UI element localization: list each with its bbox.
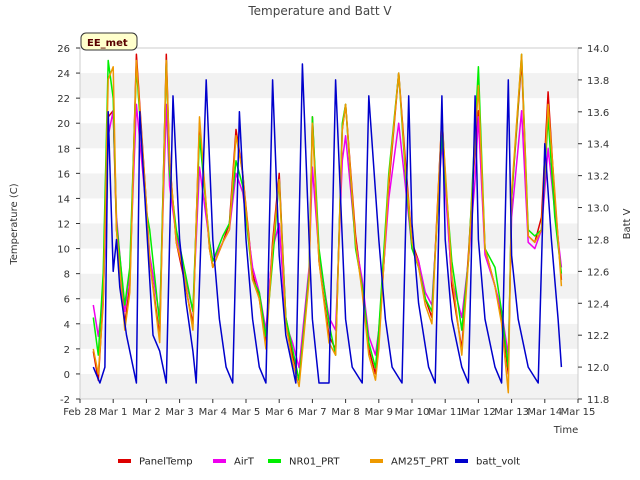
x-tick-label: Mar 5 bbox=[232, 407, 260, 418]
x-tick-label: Mar 10 bbox=[395, 407, 430, 418]
x-tick-label: Mar 13 bbox=[494, 407, 529, 418]
x-tick-label: Mar 7 bbox=[298, 407, 326, 418]
legend: PanelTemp AirT NR01_PRT AM25T_PRT batt_volt bbox=[118, 457, 520, 468]
grid-band bbox=[80, 223, 578, 249]
x-tick-label: Mar 6 bbox=[265, 407, 293, 418]
y-axis-title: Temperature (C) bbox=[9, 183, 20, 265]
x-axis-ticks: Feb 28 Mar 1 Mar 2 Mar 3 Mar 4 Mar 5 Mar 6 Mar … bbox=[63, 399, 595, 418]
y2-axis-title: Batt V bbox=[622, 208, 633, 239]
y2-tick-label: 13.2 bbox=[587, 172, 609, 183]
x-tick-label: Mar 3 bbox=[165, 407, 193, 418]
y-tick-label: 20 bbox=[57, 119, 70, 130]
chart-title: Temperature and Batt V bbox=[247, 4, 392, 18]
y2-tick-label: 13.6 bbox=[587, 108, 609, 119]
legend-label: AM25T_PRT bbox=[391, 457, 450, 468]
x-tick-label: Mar 15 bbox=[561, 407, 596, 418]
y-tick-label: -2 bbox=[60, 395, 70, 406]
legend-label: AirT bbox=[234, 457, 255, 468]
x-tick-label: Mar 14 bbox=[527, 407, 562, 418]
right-axis-ticks: 11.8 12.0 12.2 12.4 12.6 12.8 13.0 13.2 13.4 13.6… bbox=[578, 44, 609, 406]
y-tick-label: 18 bbox=[57, 144, 70, 155]
y-tick-label: 12 bbox=[57, 220, 70, 231]
y-tick-label: 6 bbox=[64, 295, 70, 306]
y-tick-label: 0 bbox=[64, 370, 70, 381]
legend-swatch bbox=[118, 459, 131, 463]
legend-label: NR01_PRT bbox=[289, 457, 340, 468]
grid-band bbox=[80, 123, 578, 149]
legend-swatch bbox=[370, 459, 383, 463]
y-tick-label: 14 bbox=[57, 194, 70, 205]
series-line-am25t-prt bbox=[92, 53, 563, 394]
legend-label: batt_volt bbox=[476, 457, 520, 468]
x-tick-label: Mar 9 bbox=[365, 407, 393, 418]
legend-swatch bbox=[268, 459, 281, 463]
y2-tick-label: 12.8 bbox=[587, 235, 609, 246]
station-badge-box bbox=[80, 32, 138, 51]
y-tick-label: 4 bbox=[64, 320, 70, 331]
station-badge: EE_met bbox=[80, 32, 138, 51]
x-tick-label: Mar 1 bbox=[99, 407, 127, 418]
y-tick-label: 26 bbox=[57, 44, 70, 55]
y-tick-label: 10 bbox=[57, 245, 70, 256]
y2-tick-label: 11.8 bbox=[587, 395, 609, 406]
grid-band bbox=[80, 173, 578, 199]
y-tick-label: 2 bbox=[64, 345, 70, 356]
x-tick-label: Mar 2 bbox=[132, 407, 160, 418]
y-tick-label: 22 bbox=[57, 94, 70, 105]
y2-tick-label: 12.6 bbox=[587, 267, 609, 278]
station-badge-label: EE_met bbox=[87, 38, 128, 49]
grid-band bbox=[80, 148, 578, 174]
x-tick-label: Mar 11 bbox=[428, 407, 463, 418]
y2-tick-label: 12.2 bbox=[587, 331, 609, 342]
grid-band bbox=[80, 198, 578, 224]
x-tick-label: Mar 8 bbox=[331, 407, 359, 418]
y2-tick-label: 13.4 bbox=[587, 140, 609, 151]
x-tick-label: Mar 4 bbox=[199, 407, 227, 418]
y2-tick-label: 14.0 bbox=[587, 44, 609, 55]
legend-label: PanelTemp bbox=[139, 457, 193, 468]
y-tick-label: 16 bbox=[57, 169, 70, 180]
x-tick-label: Mar 12 bbox=[461, 407, 496, 418]
series-line-batt-volt bbox=[92, 63, 563, 384]
y2-tick-label: 13.8 bbox=[587, 76, 609, 87]
y-tick-label: 24 bbox=[57, 69, 70, 80]
x-axis-title: Time bbox=[553, 425, 578, 436]
grid-band bbox=[80, 73, 578, 99]
legend-swatch bbox=[455, 459, 468, 463]
grid-band bbox=[80, 48, 578, 74]
x-tick-label: Feb 28 bbox=[63, 407, 97, 418]
grid-band bbox=[80, 98, 578, 124]
y2-tick-label: 12.0 bbox=[587, 363, 609, 374]
series-lines bbox=[92, 53, 563, 394]
legend-swatch bbox=[213, 459, 226, 463]
y-tick-label: 8 bbox=[64, 270, 70, 281]
y2-tick-label: 13.0 bbox=[587, 204, 609, 215]
y2-tick-label: 12.4 bbox=[587, 299, 609, 310]
